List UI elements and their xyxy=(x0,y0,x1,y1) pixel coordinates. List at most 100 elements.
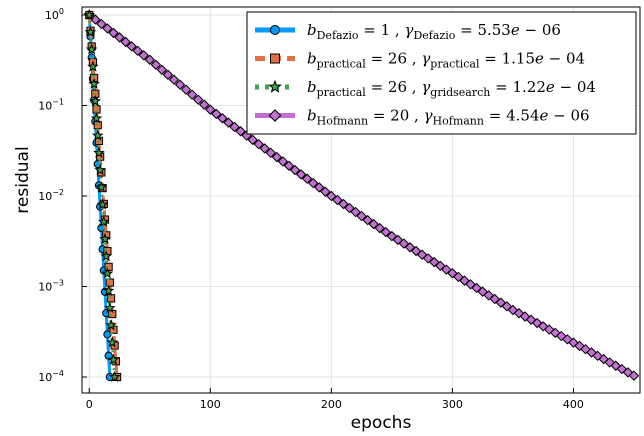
series-line xyxy=(87,14,117,378)
data-point xyxy=(199,99,210,110)
data-point xyxy=(104,262,113,271)
data-point xyxy=(101,267,114,279)
data-point xyxy=(465,279,476,290)
y-axis-title: residual xyxy=(13,146,33,213)
data-point xyxy=(107,353,120,365)
data-point xyxy=(93,121,102,130)
data-point xyxy=(150,59,162,70)
data-point xyxy=(332,194,343,206)
data-point xyxy=(301,173,313,184)
data-point xyxy=(447,268,458,279)
data-point xyxy=(259,143,270,154)
data-point xyxy=(90,112,103,124)
data-point xyxy=(97,215,110,227)
legend-entry: bpractical = 26 , γgridsearch = 1.22e − … xyxy=(255,78,596,99)
data-point xyxy=(356,210,367,222)
data-point xyxy=(223,117,234,128)
legend-box xyxy=(246,11,637,135)
data-point xyxy=(88,77,100,89)
legend-label: bpractical = 26 , γpractical = 1.15e − 0… xyxy=(307,50,585,71)
data-point xyxy=(289,164,301,176)
data-point xyxy=(105,319,117,331)
data-point xyxy=(114,32,125,43)
data-point xyxy=(108,370,121,382)
data-point xyxy=(105,278,114,287)
data-point xyxy=(314,182,325,193)
axis-ticks: 0 100 200 300 400 100 10−1 10−2 10−3 10−4 xyxy=(38,7,584,411)
data-point xyxy=(338,198,349,210)
data-point xyxy=(392,234,404,246)
data-point xyxy=(416,249,428,260)
data-point xyxy=(87,60,99,72)
data-point xyxy=(186,89,198,100)
data-point xyxy=(326,190,337,202)
data-point xyxy=(307,177,319,189)
data-point xyxy=(459,275,470,286)
data-point xyxy=(126,41,137,52)
x-tick-label: 100 xyxy=(200,398,221,411)
legend-entry: bDefazio = 1 , γDefazio = 5.53e − 06 xyxy=(255,21,561,42)
data-point xyxy=(495,297,507,308)
data-point xyxy=(205,104,216,115)
data-point xyxy=(144,54,155,65)
data-point xyxy=(174,79,186,90)
data-point xyxy=(102,23,113,34)
data-point xyxy=(501,301,513,312)
data-point xyxy=(83,8,96,20)
series-layer xyxy=(83,8,640,382)
data-point xyxy=(84,26,97,38)
y-tick-label: 100 xyxy=(45,7,64,22)
data-point xyxy=(94,164,106,176)
x-axis-title: epochs xyxy=(351,413,412,433)
legend-marker xyxy=(270,25,280,35)
x-tick-label: 300 xyxy=(442,398,463,411)
y-tick-label: 10−2 xyxy=(38,188,64,203)
data-point xyxy=(132,45,143,57)
data-point xyxy=(247,134,258,146)
legend-label: bHofmann = 20 , γHofmann = 4.54e − 06 xyxy=(307,107,590,128)
data-point xyxy=(120,36,131,48)
data-point xyxy=(368,218,379,230)
data-point xyxy=(89,95,102,107)
data-point xyxy=(398,238,410,249)
data-point xyxy=(235,126,246,137)
data-point xyxy=(96,18,107,30)
data-point xyxy=(100,250,113,262)
data-point xyxy=(162,69,174,80)
data-point xyxy=(91,129,104,141)
y-tick-label: 10−1 xyxy=(38,98,64,113)
plot-frame xyxy=(81,6,641,394)
data-point xyxy=(429,256,440,268)
legend-label: bpractical = 26 , γgridsearch = 1.22e − … xyxy=(307,78,596,99)
data-point xyxy=(380,226,392,238)
series-star xyxy=(83,8,121,382)
legend: bDefazio = 1 , γDefazio = 5.53e − 06 bpra… xyxy=(246,11,637,135)
legend-entry: bpractical = 26 , γpractical = 1.15e − 0… xyxy=(255,50,585,71)
data-point xyxy=(320,186,331,197)
data-point xyxy=(108,27,119,39)
data-point xyxy=(477,286,488,297)
x-tick-label: 200 xyxy=(321,398,342,411)
data-point xyxy=(344,202,355,214)
data-point xyxy=(386,230,398,242)
data-point xyxy=(489,293,500,305)
data-point xyxy=(104,351,113,360)
data-point xyxy=(138,50,149,61)
data-point xyxy=(102,284,115,296)
data-point xyxy=(180,84,192,95)
data-point xyxy=(253,138,264,150)
data-point xyxy=(362,214,373,226)
data-point xyxy=(99,233,111,245)
data-point xyxy=(410,245,422,257)
data-point xyxy=(404,242,416,253)
data-point xyxy=(211,108,222,120)
data-point xyxy=(156,64,168,75)
data-point xyxy=(103,330,112,339)
data-point xyxy=(265,147,277,159)
data-point xyxy=(104,301,116,313)
data-point xyxy=(168,74,180,85)
data-point xyxy=(106,336,119,348)
data-point xyxy=(192,94,204,105)
data-point xyxy=(628,370,640,381)
